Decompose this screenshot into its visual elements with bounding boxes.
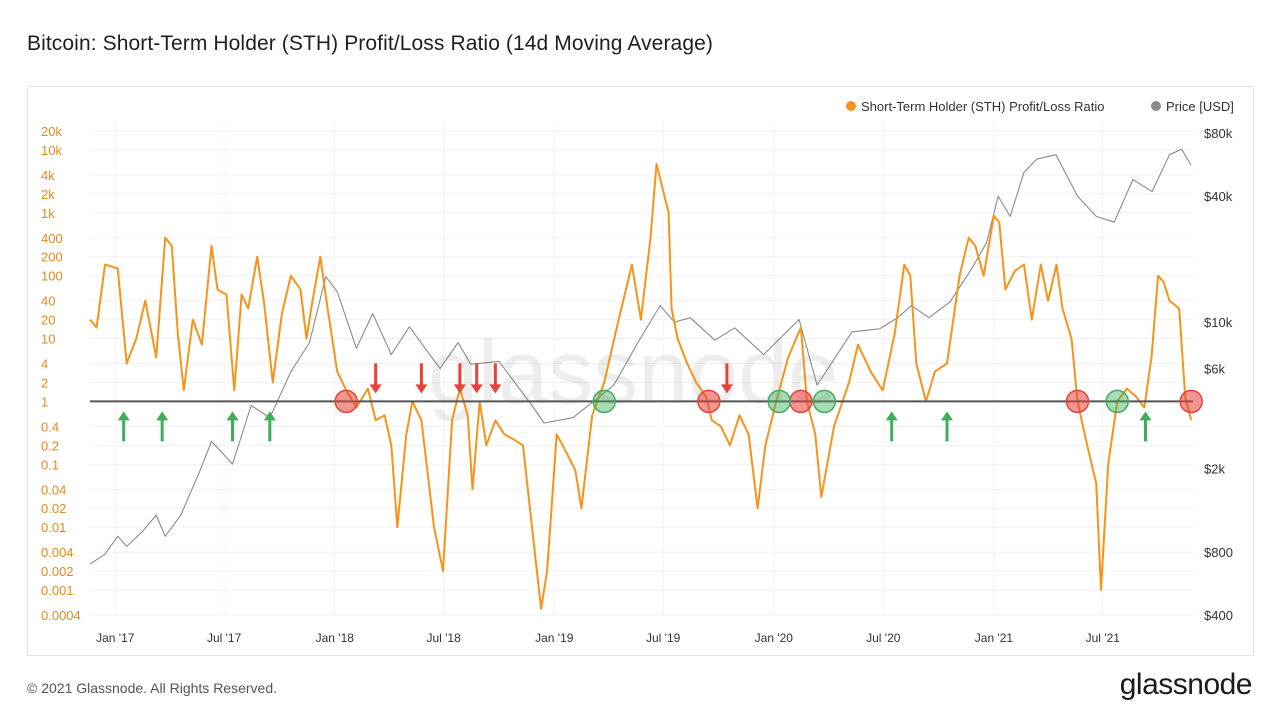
green-circle-marker xyxy=(1105,389,1129,414)
down-arrow-head-icon xyxy=(415,384,428,394)
legend-label-sth[interactable]: Short-Term Holder (STH) Profit/Loss Rati… xyxy=(861,99,1104,114)
x-tick-label: Jul '18 xyxy=(426,631,461,645)
up-arrow-head-icon xyxy=(941,411,954,421)
left-tick-label: 20 xyxy=(41,313,55,328)
right-tick-label: $400 xyxy=(1204,608,1233,623)
left-tick-label: 10k xyxy=(41,143,62,158)
up-arrow-head-icon xyxy=(1139,411,1152,421)
left-tick-label: 0.04 xyxy=(41,482,66,497)
red-circle-marker xyxy=(697,389,721,414)
left-tick-label: 4 xyxy=(41,357,48,372)
red-circle-marker xyxy=(789,389,813,414)
x-tick-label: Jul '19 xyxy=(646,631,681,645)
price-line xyxy=(89,148,1192,565)
left-tick-label: 0.002 xyxy=(41,564,74,579)
legend-label-price[interactable]: Price [USD] xyxy=(1166,99,1234,114)
chart-title: Bitcoin: Short-Term Holder (STH) Profit/… xyxy=(27,32,713,55)
left-tick-label: 2 xyxy=(41,375,48,390)
x-tick-label: Jan '17 xyxy=(96,631,135,645)
x-tick-label: Jul '17 xyxy=(207,631,242,645)
left-tick-label: 400 xyxy=(41,231,63,246)
up-arrow-head-icon xyxy=(226,411,239,421)
up-arrow-head-icon xyxy=(156,411,169,421)
left-tick-label: 2k xyxy=(41,187,55,202)
x-tick-label: Jul '21 xyxy=(1086,631,1121,645)
left-tick-label: 20k xyxy=(41,124,62,139)
up-arrow-head-icon xyxy=(117,411,130,421)
left-tick-label: 0.02 xyxy=(41,501,66,516)
right-tick-label: $2k xyxy=(1204,462,1225,477)
left-tick-label: 0.01 xyxy=(41,520,66,535)
red-circle-marker xyxy=(1179,389,1203,414)
right-axis: $400 $800 $2k $6k $10k $40k $80k xyxy=(1204,126,1233,623)
left-tick-label: 0.1 xyxy=(41,457,59,472)
down-arrow-head-icon xyxy=(720,384,733,394)
left-tick-label: 0.2 xyxy=(41,438,59,453)
left-tick-label: 40 xyxy=(41,294,55,309)
right-tick-label: $6k xyxy=(1204,362,1225,377)
sth-series xyxy=(89,162,1193,610)
green-circle-marker xyxy=(767,389,791,414)
right-tick-label: $800 xyxy=(1204,545,1233,560)
down-arrow-head-icon xyxy=(453,384,466,394)
annotation-markers xyxy=(117,363,1203,442)
x-tick-label: Jul '20 xyxy=(866,631,901,645)
left-tick-label: 1k xyxy=(41,206,55,221)
left-tick-label: 0.004 xyxy=(41,545,74,560)
left-tick-label: 0.001 xyxy=(41,583,74,598)
chart-svg: glassnode 0.00040.0010.0020.0040.010.020… xyxy=(41,99,1234,645)
left-tick-label: 200 xyxy=(41,250,63,265)
x-tick-label: Jan '21 xyxy=(975,631,1014,645)
up-arrow-head-icon xyxy=(885,411,898,421)
brand-logo: glassnode xyxy=(1119,668,1253,701)
up-arrow-head-icon xyxy=(263,411,276,421)
legend-swatch-price xyxy=(1151,101,1161,111)
down-arrow-head-icon xyxy=(369,384,382,394)
right-tick-label: $10k xyxy=(1204,315,1233,330)
right-tick-label: $40k xyxy=(1204,189,1233,204)
left-tick-label: 1 xyxy=(41,394,48,409)
sth-line xyxy=(89,162,1193,610)
down-arrow-head-icon xyxy=(489,384,502,394)
red-circle-marker xyxy=(1065,389,1090,414)
price-series xyxy=(89,148,1192,565)
left-axis: 0.0004 0.001 0.002 0.004 0.01 0.02 0.04 0.1 0.2 0… xyxy=(41,124,81,623)
red-circle-marker xyxy=(334,389,358,414)
left-tick-label: 10 xyxy=(41,332,55,347)
chart-panel: glassnode 0.0004 0.001 0.002 0.004 0.01 0.02 0… xyxy=(27,86,1254,656)
left-tick-label: 4k xyxy=(41,168,55,183)
x-tick-label: Jan '19 xyxy=(535,631,574,645)
left-tick-label: 0.0004 xyxy=(41,608,81,623)
x-tick-label: Jan '20 xyxy=(755,631,794,645)
copyright-footer: © 2021 Glassnode. All Rights Reserved. xyxy=(27,680,278,696)
green-circle-marker xyxy=(812,389,837,414)
x-axis: Jan '17 Jul '17 Jan '18 Jul '18 Jan '19 Jul '… xyxy=(96,631,1120,645)
legend: Short-Term Holder (STH) Profit/Loss Rati… xyxy=(846,99,1234,114)
green-circle-marker xyxy=(592,389,616,414)
left-tick-label: 0.4 xyxy=(41,419,59,434)
right-tick-label: $80k xyxy=(1204,126,1233,141)
down-arrow-head-icon xyxy=(470,384,483,394)
legend-swatch-sth xyxy=(846,101,856,111)
left-tick-label: 100 xyxy=(41,269,63,284)
x-tick-label: Jan '18 xyxy=(316,631,355,645)
